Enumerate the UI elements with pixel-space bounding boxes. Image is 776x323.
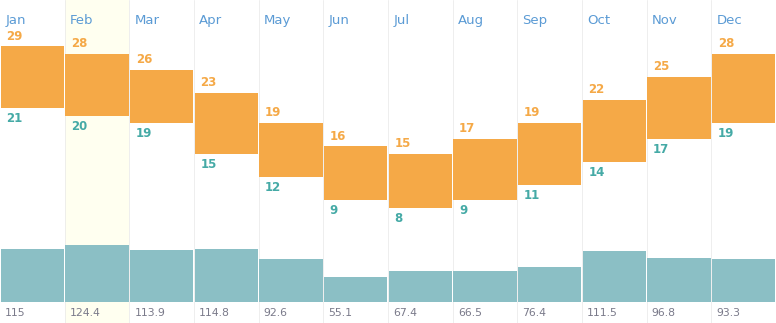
Bar	[518, 0, 582, 323]
Bar	[712, 0, 776, 323]
Text: Apr: Apr	[199, 15, 222, 27]
Bar	[452, 0, 518, 323]
Bar	[130, 69, 193, 123]
Text: 16: 16	[330, 130, 346, 142]
Text: 66.5: 66.5	[458, 308, 482, 318]
Bar	[259, 259, 323, 302]
Bar	[389, 271, 452, 302]
Text: 23: 23	[200, 76, 217, 89]
Bar	[324, 0, 388, 323]
Text: Jul: Jul	[393, 15, 409, 27]
Text: 14: 14	[588, 166, 605, 179]
Bar	[518, 123, 581, 185]
Text: 96.8: 96.8	[652, 308, 676, 318]
Bar	[195, 93, 258, 154]
Bar	[130, 250, 193, 302]
Bar	[130, 0, 194, 323]
Bar	[258, 0, 324, 323]
Text: Mar: Mar	[134, 15, 160, 27]
Text: 15: 15	[200, 158, 217, 171]
Bar	[712, 54, 775, 123]
Text: 8: 8	[394, 212, 403, 225]
Text: 55.1: 55.1	[328, 308, 352, 318]
Text: 124.4: 124.4	[70, 308, 101, 318]
Bar	[0, 0, 64, 323]
Text: 11: 11	[524, 189, 540, 202]
Text: Nov: Nov	[652, 15, 677, 27]
Bar	[65, 54, 129, 116]
Text: Jun: Jun	[328, 15, 349, 27]
Bar	[324, 277, 387, 302]
Bar	[388, 0, 452, 323]
Text: 92.6: 92.6	[264, 308, 288, 318]
Text: 113.9: 113.9	[134, 308, 165, 318]
Bar	[1, 47, 64, 108]
Text: 20: 20	[71, 120, 88, 132]
Text: 25: 25	[653, 60, 670, 73]
Text: 28: 28	[71, 37, 88, 50]
Text: Sep: Sep	[522, 15, 548, 27]
Bar	[259, 123, 323, 177]
Text: 93.3: 93.3	[716, 308, 740, 318]
Bar	[582, 0, 646, 323]
Bar	[324, 146, 387, 200]
Text: 19: 19	[265, 107, 282, 120]
Text: 26: 26	[136, 53, 152, 66]
Text: 9: 9	[459, 204, 467, 217]
Bar	[389, 154, 452, 208]
Text: 76.4: 76.4	[522, 308, 546, 318]
Text: May: May	[264, 15, 291, 27]
Bar	[1, 249, 64, 302]
Text: Jan: Jan	[5, 15, 26, 27]
Text: 67.4: 67.4	[393, 308, 417, 318]
Text: 19: 19	[524, 107, 540, 120]
Text: Oct: Oct	[587, 15, 610, 27]
Bar	[583, 251, 646, 302]
Bar	[647, 257, 711, 302]
Bar	[64, 0, 130, 323]
Bar	[518, 267, 581, 302]
Text: 115: 115	[5, 308, 26, 318]
Bar	[194, 0, 258, 323]
Text: Dec: Dec	[716, 15, 743, 27]
Text: Aug: Aug	[458, 15, 484, 27]
Text: 21: 21	[6, 112, 23, 125]
Bar	[712, 259, 775, 302]
Bar	[453, 139, 517, 200]
Bar	[646, 0, 712, 323]
Text: 19: 19	[136, 127, 152, 140]
Bar	[453, 271, 517, 302]
Bar	[65, 245, 129, 302]
Text: 17: 17	[459, 122, 476, 135]
Text: Feb: Feb	[70, 15, 93, 27]
Text: 17: 17	[653, 142, 670, 156]
Text: 111.5: 111.5	[587, 308, 618, 318]
Bar	[195, 249, 258, 302]
Text: 114.8: 114.8	[199, 308, 230, 318]
Bar	[583, 100, 646, 162]
Text: 19: 19	[718, 127, 734, 140]
Text: 29: 29	[6, 30, 23, 43]
Text: 22: 22	[588, 83, 605, 96]
Text: 28: 28	[718, 37, 734, 50]
Bar	[647, 77, 711, 139]
Text: 12: 12	[265, 181, 282, 194]
Text: 9: 9	[330, 204, 338, 217]
Text: 15: 15	[394, 137, 411, 150]
